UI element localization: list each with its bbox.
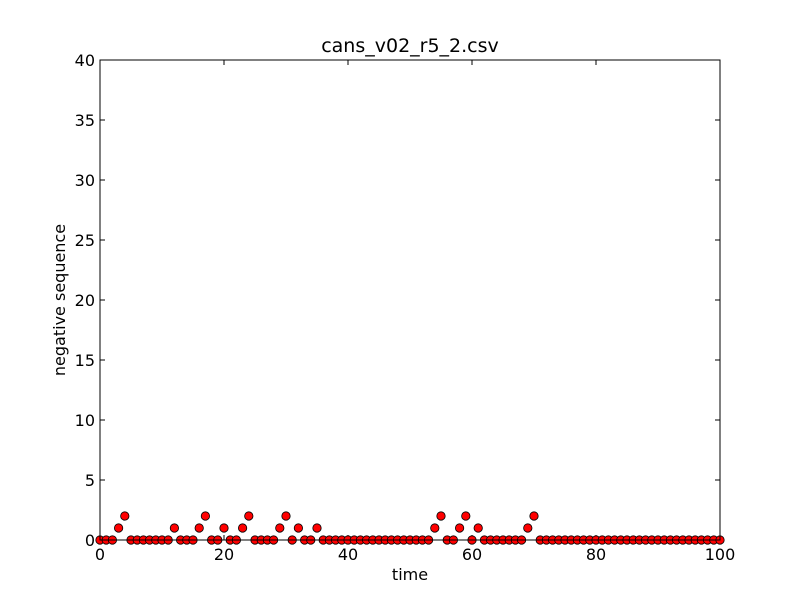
data-point: [200, 511, 210, 521]
data-point: [114, 523, 124, 533]
data-point: [194, 523, 204, 533]
data-point: [293, 523, 303, 533]
x-axis-label: time: [392, 565, 428, 584]
y-axis-label: negative sequence: [50, 224, 69, 376]
chart-title: cans_v02_r5_2.csv: [321, 35, 499, 57]
data-point: [238, 523, 248, 533]
data-point: [430, 523, 440, 533]
data-point: [461, 511, 471, 521]
data-point: [473, 523, 483, 533]
data-point: [219, 523, 229, 533]
data-point: [169, 523, 179, 533]
data-point: [312, 523, 322, 533]
x-tick-label: 80: [586, 545, 606, 564]
data-point: [281, 511, 291, 521]
data-points: [95, 511, 725, 545]
data-point: [529, 511, 539, 521]
x-tick-label: 0: [95, 545, 105, 564]
y-tick-label: 40: [75, 51, 95, 70]
data-point: [120, 511, 130, 521]
data-point: [454, 523, 465, 533]
x-tick-label: 60: [462, 545, 482, 564]
data-point: [523, 523, 533, 533]
y-tick-label: 0: [85, 531, 95, 550]
y-tick-label: 15: [75, 351, 95, 370]
axis-ticks: 0 20 40 60 80 100 0 5 10 15 20 25 30 35 40: [75, 51, 736, 564]
data-point: [436, 511, 446, 521]
y-tick-label: 10: [75, 411, 95, 430]
y-tick-label: 5: [85, 471, 95, 490]
y-tick-label: 25: [75, 231, 95, 250]
y-tick-label: 35: [75, 111, 95, 130]
x-tick-label: 20: [214, 545, 234, 564]
y-tick-label: 30: [75, 171, 95, 190]
x-tick-label: 100: [705, 545, 736, 564]
y-tick-label: 20: [75, 291, 95, 310]
x-tick-label: 40: [338, 545, 358, 564]
plot-frame: [99, 59, 721, 541]
data-point: [244, 511, 254, 521]
data-point: [275, 523, 285, 533]
